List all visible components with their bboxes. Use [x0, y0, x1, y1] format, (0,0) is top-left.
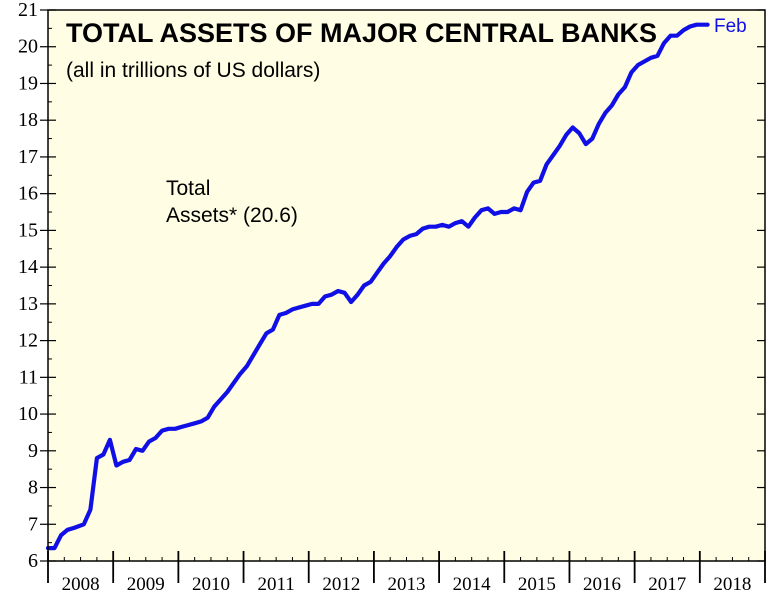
y-tick-label: 14: [18, 256, 38, 278]
y-tick-label: 15: [18, 219, 38, 241]
x-tick-label: 2013: [388, 574, 426, 595]
y-tick-label: 13: [18, 293, 38, 315]
y-tick-label: 12: [18, 330, 38, 352]
annotation-line-1: Total: [166, 177, 210, 200]
plot-border: [47, 9, 766, 562]
x-tick-label: 2017: [648, 574, 686, 595]
plot-area: [48, 10, 765, 561]
x-tick-label: 2009: [127, 574, 165, 595]
y-tick-label: 6: [28, 550, 38, 572]
y-tick-label: 10: [18, 403, 38, 425]
y-tick-label: 19: [18, 72, 38, 94]
x-tick-label: 2016: [583, 574, 621, 595]
x-tick-label: 2008: [62, 574, 100, 595]
y-tick-label: 9: [28, 440, 38, 462]
chart-subtitle: (all in trillions of US dollars): [66, 59, 320, 82]
x-tick-label: 2011: [257, 574, 294, 595]
annotation-line-2: Assets* (20.6): [166, 204, 298, 227]
y-tick-label: 7: [28, 513, 38, 535]
y-tick-label: 21: [18, 0, 38, 21]
end-label: Feb: [714, 16, 747, 37]
chart-title: TOTAL ASSETS OF MAJOR CENTRAL BANKS: [66, 18, 657, 48]
x-tick-label: 2018: [713, 574, 751, 595]
x-axis: 2008 2009 2010 2011 2012 2013 2014 2015 2016 2017…: [47, 551, 766, 595]
y-tick-label: 16: [18, 183, 38, 205]
x-tick-label: 2015: [518, 574, 556, 595]
y-tick-label: 18: [18, 109, 38, 131]
x-tick-label: 2012: [322, 574, 360, 595]
y-axis: 6 7 8 9 10 11 12 13 14 15 16 17 18 19 20 21: [18, 0, 765, 572]
y-tick-label: 20: [18, 36, 38, 58]
y-tick-label: 11: [19, 366, 38, 388]
x-tick-label: 2014: [453, 574, 492, 595]
y-tick-label: 17: [18, 146, 38, 168]
series-layer: [45, 22, 710, 551]
series-line: [45, 22, 710, 551]
x-tick-label: 2010: [192, 574, 230, 595]
y-tick-label: 8: [28, 477, 38, 499]
